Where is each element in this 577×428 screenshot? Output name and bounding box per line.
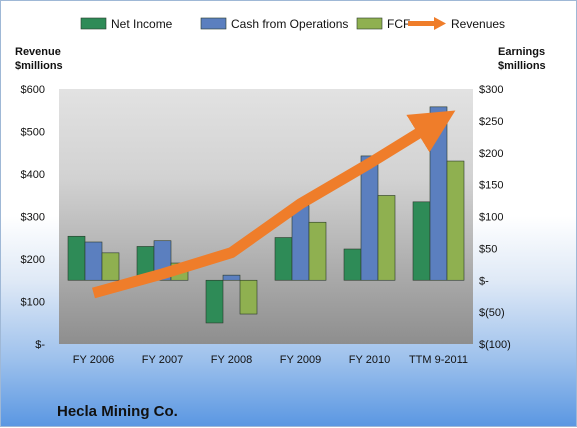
left-tick-label: $300 [21,212,45,224]
x-tick-label: TTM 9-2011 [409,354,468,366]
x-tick-label: FY 2007 [142,354,183,366]
bar-net-income [274,237,293,281]
bar-cash-from-operations [429,106,448,281]
right-tick-label: $250 [479,116,503,128]
right-tick-label: $(100) [479,339,511,351]
x-tick-label: FY 2006 [73,354,114,366]
right-axis-ticks: $(100) $(50) $- $50 $100 $150 $200 $250 $300 [479,84,511,351]
bar-fcf [101,252,120,281]
bar-net-income [205,279,224,324]
bar-cash-from-operations [360,155,379,281]
bar-cash-from-operations [84,241,103,281]
right-tick-label: $(50) [479,307,505,319]
bar-net-income [343,248,362,281]
left-tick-label: $100 [21,297,45,309]
legend-swatch-cash-from-operations [200,17,227,30]
legend-swatch-fcf [356,17,383,30]
bar-fcf [239,279,258,315]
legend-swatch-net-income [80,17,107,30]
bar-net-income [412,201,431,281]
right-tick-label: $150 [479,180,503,192]
bar-fcf [446,160,465,281]
right-tick-label: $300 [479,84,503,96]
left-tick-label: $- [35,339,45,351]
left-tick-label: $600 [21,84,45,96]
left-tick-label: $500 [21,127,45,139]
bar-fcf [377,195,396,281]
x-tick-label: FY 2008 [211,354,252,366]
left-axis-title-line2: $millions [15,60,63,72]
right-tick-label: $- [479,275,489,287]
left-axis-title-line1: Revenue [15,46,61,58]
legend-label-cash-from-operations: Cash from Operations [231,17,348,31]
company-name: Hecla Mining Co. [57,403,178,420]
left-tick-label: $200 [21,254,45,266]
left-axis-ticks: $- $100 $200 $300 $400 $500 $600 [21,84,46,351]
bars [67,106,465,324]
left-tick-label: $400 [21,169,45,181]
bar-net-income [67,235,86,281]
legend-label-revenues: Revenues [451,17,505,31]
revenues-line [92,110,456,299]
bar-cash-from-operations [222,274,241,281]
right-tick-label: $50 [479,243,497,255]
x-tick-label: FY 2010 [349,354,390,366]
right-axis-title-line2: $millions [498,60,546,72]
right-axis-title-line1: Earnings [498,46,545,58]
legend-label-net-income: Net Income [111,17,173,31]
x-axis-ticks: FY 2006 FY 2007 FY 2008 FY 2009 FY 2010 TTM 9… [73,354,468,366]
legend: Net Income Cash from Operations FCF Revenue… [80,17,505,31]
plot-area [59,89,473,344]
right-tick-label: $200 [479,148,503,160]
bar-cash-from-operations [291,205,310,281]
legend-arrowhead [434,17,446,30]
right-tick-label: $100 [479,212,503,224]
bar-fcf [308,221,327,281]
x-tick-label: FY 2009 [280,354,321,366]
legend-label-fcf: FCF [387,17,410,31]
